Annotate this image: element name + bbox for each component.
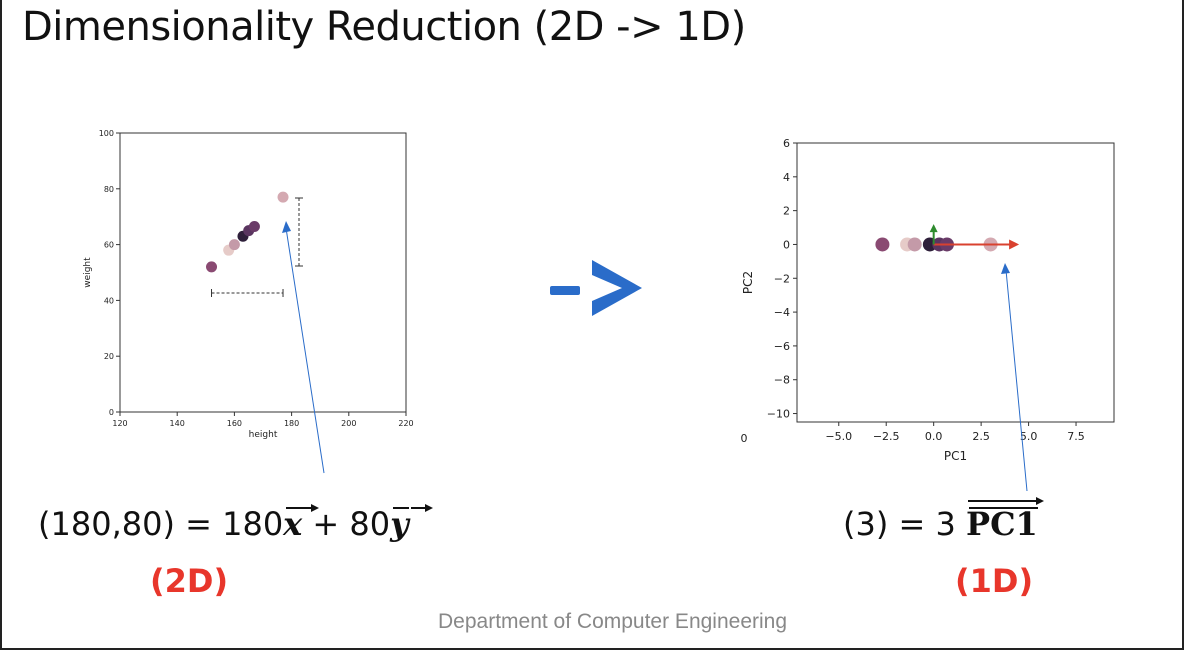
right-x-tick-label: 7.5 [1067,430,1085,443]
left-eq-lhs: (180,80) = 180 [38,505,284,543]
right-x-tick-label: 0.0 [925,430,943,443]
left-data-point [277,191,289,203]
left-y-tick-label: 20 [104,352,114,361]
left-x-tick-label: 220 [398,419,413,428]
right-annotation-arrowhead [1001,263,1010,274]
dim-1d-label: (1D) [955,562,1034,600]
left-data-point [228,239,240,251]
right-y-tick-label: 0 [783,238,790,251]
left-annotation-arrow [285,227,325,474]
left-x-tick-label: 120 [112,419,127,428]
left-eq-mid: + 80 [302,505,391,543]
right-x-axis-label: PC1 [944,449,967,463]
left-y-tick-label: 60 [104,241,114,250]
right-y-tick-label: −6 [774,340,790,353]
left-y-tick-label: 0 [109,408,114,417]
right-annotation-arrow [1005,269,1028,492]
x-vector-arrow-head [311,504,319,512]
right-y-tick-label: −10 [767,408,790,421]
left-x-axis-label: height [249,430,278,440]
right-y-tick-label: 6 [783,137,790,150]
left-y-tick-label: 40 [104,296,114,305]
left-y-tick-label: 80 [104,185,114,194]
left-plot-frame [119,132,407,413]
pc1-vector-arrow-head [1036,497,1044,505]
right-y-axis-label: PC2 [741,271,755,294]
left-y-tick-label: 100 [99,129,114,138]
left-equation: (180,80) = 180x + 80y [38,505,409,543]
left-y-axis-label: weight [83,257,93,288]
right-plot-frame [796,142,1115,423]
right-y-tick-label: −2 [774,272,790,285]
right-data-point [907,237,922,252]
right-y-tick-label: 2 [783,205,790,218]
right-y-tick-label: −8 [774,374,790,387]
pc1-arrow-head [1009,239,1020,250]
left-x-tick-label: 200 [341,419,356,428]
left-x-tick-label: 140 [170,419,185,428]
right-x-tick-label: 5.0 [1020,430,1038,443]
y-vector-arrow-head [425,504,433,512]
right-data-point [875,237,890,252]
right-x-tick-label: −5.0 [825,430,852,443]
big-arrow-dash [550,286,580,295]
slide-title: Dimensionality Reduction (2D -> 1D) [22,4,746,50]
dim-2d-label: (2D) [150,562,229,600]
right-x-tick-label: −2.5 [873,430,900,443]
left-x-tick-label: 160 [227,419,242,428]
right-x-tick-label: 2.5 [972,430,990,443]
left-data-point [206,261,218,273]
right-equation: (3) = 3 PC1 [843,505,1038,543]
big-arrow-head [592,260,642,316]
footer: Department of Computer Engineering [438,610,788,633]
pc2-arrow-head [929,224,938,233]
left-annotation-arrowhead [282,221,291,233]
left-data-point [248,220,260,232]
x-vector: x [283,505,303,543]
stray-zero-label: 0 [741,432,748,445]
right-y-tick-label: −4 [774,306,790,319]
right-y-tick-label: 4 [783,171,790,184]
right-eq-lhs: (3) = 3 [843,505,967,543]
pc1-vector: PC1 [966,505,1038,543]
y-vector: y [390,505,409,543]
left-x-tick-label: 180 [284,419,299,428]
